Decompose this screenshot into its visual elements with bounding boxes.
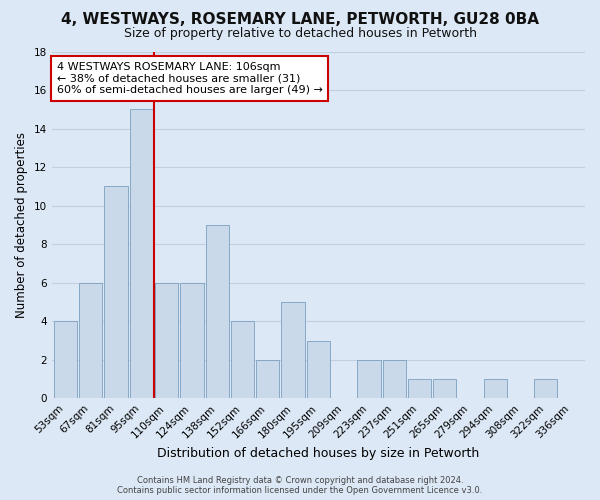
Bar xyxy=(79,282,103,399)
X-axis label: Distribution of detached houses by size in Petworth: Distribution of detached houses by size … xyxy=(157,447,479,460)
Bar xyxy=(181,282,203,399)
Bar xyxy=(307,340,330,398)
Bar xyxy=(130,110,153,399)
Bar xyxy=(281,302,305,398)
Bar xyxy=(231,322,254,398)
Bar xyxy=(484,379,507,398)
Bar xyxy=(433,379,457,398)
Text: 4, WESTWAYS, ROSEMARY LANE, PETWORTH, GU28 0BA: 4, WESTWAYS, ROSEMARY LANE, PETWORTH, GU… xyxy=(61,12,539,28)
Bar xyxy=(408,379,431,398)
Text: 4 WESTWAYS ROSEMARY LANE: 106sqm
← 38% of detached houses are smaller (31)
60% o: 4 WESTWAYS ROSEMARY LANE: 106sqm ← 38% o… xyxy=(57,62,323,95)
Bar xyxy=(155,282,178,399)
Bar xyxy=(206,225,229,398)
Bar xyxy=(104,186,128,398)
Y-axis label: Number of detached properties: Number of detached properties xyxy=(15,132,28,318)
Bar xyxy=(534,379,557,398)
Text: Contains HM Land Registry data © Crown copyright and database right 2024.
Contai: Contains HM Land Registry data © Crown c… xyxy=(118,476,482,495)
Bar xyxy=(256,360,280,399)
Bar xyxy=(383,360,406,399)
Bar xyxy=(54,322,77,398)
Bar xyxy=(357,360,380,399)
Text: Size of property relative to detached houses in Petworth: Size of property relative to detached ho… xyxy=(124,28,476,40)
